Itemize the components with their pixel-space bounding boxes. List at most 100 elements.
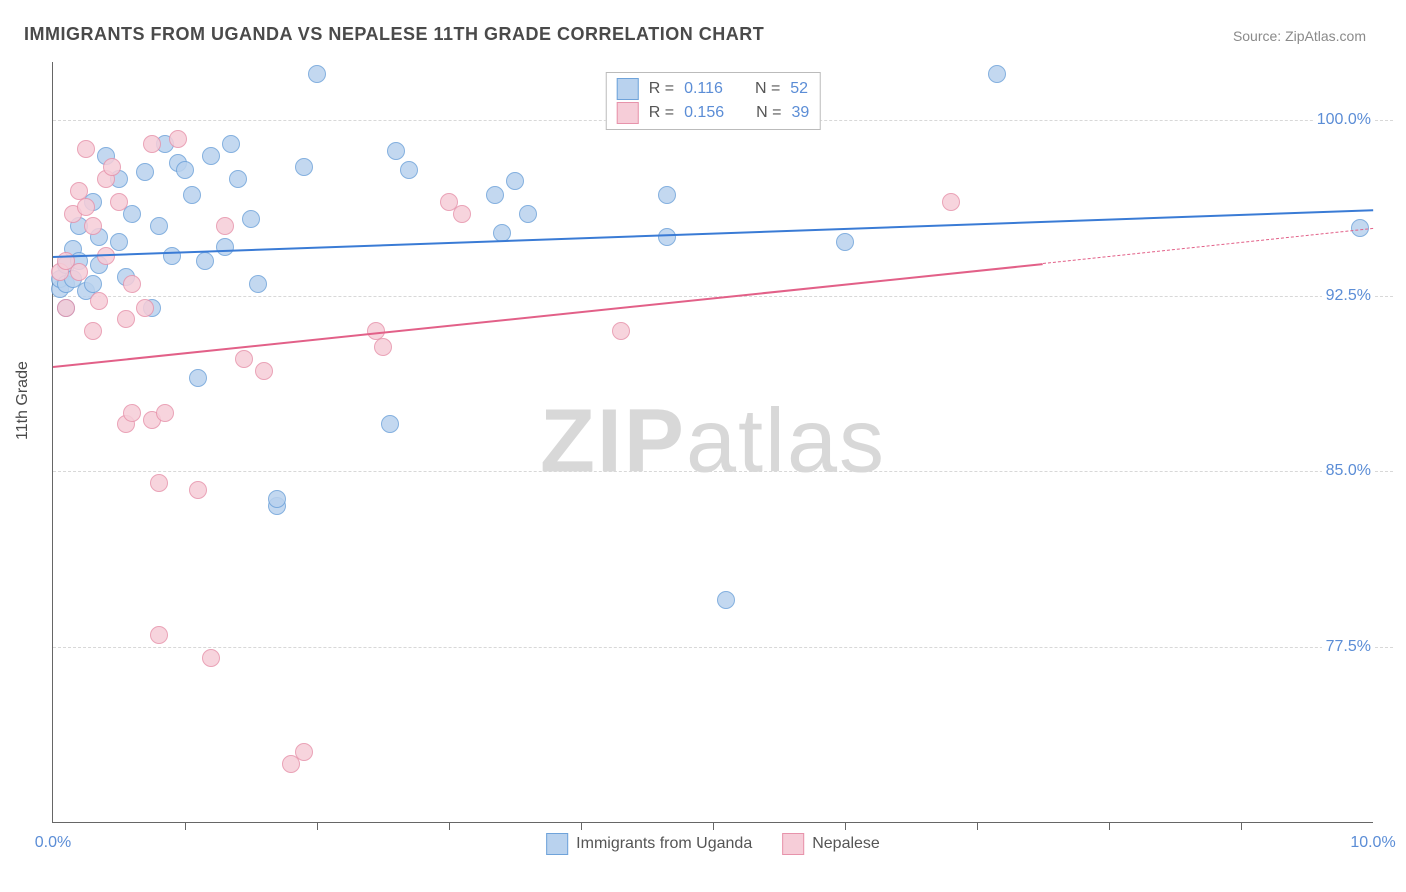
x-tick bbox=[1109, 822, 1110, 830]
data-point bbox=[90, 292, 108, 310]
data-point bbox=[123, 404, 141, 422]
data-point bbox=[70, 182, 88, 200]
data-point bbox=[229, 170, 247, 188]
gridline bbox=[53, 471, 1393, 472]
data-point bbox=[255, 362, 273, 380]
legend-r-value: 0.116 bbox=[684, 80, 723, 98]
x-tick bbox=[449, 822, 450, 830]
legend-swatch bbox=[782, 833, 804, 855]
data-point bbox=[216, 217, 234, 235]
data-point bbox=[942, 193, 960, 211]
data-point bbox=[400, 161, 418, 179]
chart-title: IMMIGRANTS FROM UGANDA VS NEPALESE 11TH … bbox=[24, 24, 764, 45]
data-point bbox=[163, 247, 181, 265]
data-point bbox=[506, 172, 524, 190]
legend-r-label: R = bbox=[649, 104, 674, 122]
data-point bbox=[136, 299, 154, 317]
data-point bbox=[295, 158, 313, 176]
watermark: ZIPatlas bbox=[540, 391, 886, 494]
data-point bbox=[836, 233, 854, 251]
legend-n-label: N = bbox=[755, 80, 780, 98]
legend-series: Immigrants from Uganda Nepalese bbox=[546, 833, 880, 855]
data-point bbox=[77, 140, 95, 158]
data-point bbox=[453, 205, 471, 223]
scatter-plot-area: ZIPatlas R =0.116N =52R =0.156N =39 Immi… bbox=[52, 62, 1373, 823]
source-attribution: Source: ZipAtlas.com bbox=[1233, 28, 1366, 44]
trend-line bbox=[1043, 228, 1373, 264]
data-point bbox=[103, 158, 121, 176]
source-link[interactable]: ZipAtlas.com bbox=[1285, 28, 1366, 44]
source-label: Source: bbox=[1233, 28, 1285, 44]
x-tick bbox=[713, 822, 714, 830]
data-point bbox=[658, 186, 676, 204]
data-point bbox=[189, 481, 207, 499]
legend-swatch bbox=[617, 78, 639, 100]
data-point bbox=[235, 350, 253, 368]
data-point bbox=[519, 205, 537, 223]
x-tick-label: 10.0% bbox=[1350, 834, 1395, 852]
data-point bbox=[183, 186, 201, 204]
data-point bbox=[169, 130, 187, 148]
legend-n-label: N = bbox=[756, 104, 781, 122]
x-tick bbox=[977, 822, 978, 830]
legend-row: R = 0.116 N = 52 bbox=[617, 77, 810, 101]
data-point bbox=[143, 135, 161, 153]
data-point bbox=[176, 161, 194, 179]
legend-swatch bbox=[617, 102, 639, 124]
gridline bbox=[53, 647, 1393, 648]
data-point bbox=[189, 369, 207, 387]
x-tick bbox=[1241, 822, 1242, 830]
x-tick bbox=[845, 822, 846, 830]
data-point bbox=[387, 142, 405, 160]
data-point bbox=[242, 210, 260, 228]
legend-label: Immigrants from Uganda bbox=[576, 835, 752, 853]
legend-label: Nepalese bbox=[812, 835, 880, 853]
y-tick-label: 85.0% bbox=[1322, 462, 1375, 480]
data-point bbox=[110, 193, 128, 211]
data-point bbox=[374, 338, 392, 356]
data-point bbox=[486, 186, 504, 204]
data-point bbox=[202, 649, 220, 667]
data-point bbox=[150, 217, 168, 235]
legend-swatch bbox=[546, 833, 568, 855]
data-point bbox=[110, 233, 128, 251]
data-point bbox=[202, 147, 220, 165]
data-point bbox=[381, 415, 399, 433]
legend-n-value: 52 bbox=[790, 80, 808, 98]
data-point bbox=[117, 310, 135, 328]
data-point bbox=[717, 591, 735, 609]
x-tick bbox=[317, 822, 318, 830]
x-tick-label: 0.0% bbox=[35, 834, 71, 852]
data-point bbox=[216, 238, 234, 256]
data-point bbox=[150, 626, 168, 644]
data-point bbox=[295, 743, 313, 761]
y-tick-label: 100.0% bbox=[1313, 111, 1375, 129]
data-point bbox=[612, 322, 630, 340]
data-point bbox=[84, 322, 102, 340]
data-point bbox=[84, 217, 102, 235]
legend-item: Nepalese bbox=[782, 833, 880, 855]
legend-row: R =0.156N =39 bbox=[617, 101, 810, 125]
watermark-bold: ZIP bbox=[540, 392, 686, 492]
y-tick-label: 92.5% bbox=[1322, 287, 1375, 305]
legend-item: Immigrants from Uganda bbox=[546, 833, 752, 855]
x-tick bbox=[581, 822, 582, 830]
legend-correlation-box: R =0.116N =52R =0.156N =39 bbox=[606, 72, 821, 130]
x-tick bbox=[185, 822, 186, 830]
data-point bbox=[150, 474, 168, 492]
legend-n-value: 39 bbox=[791, 104, 809, 122]
data-point bbox=[123, 275, 141, 293]
data-point bbox=[988, 65, 1006, 83]
watermark-rest: atlas bbox=[686, 392, 886, 492]
y-tick-label: 77.5% bbox=[1322, 638, 1375, 656]
data-point bbox=[156, 404, 174, 422]
data-point bbox=[308, 65, 326, 83]
data-point bbox=[136, 163, 154, 181]
data-point bbox=[658, 228, 676, 246]
y-axis-title: 11th Grade bbox=[14, 361, 32, 440]
data-point bbox=[222, 135, 240, 153]
legend-r-label: R = bbox=[649, 80, 674, 98]
data-point bbox=[249, 275, 267, 293]
trend-line bbox=[53, 263, 1043, 368]
data-point bbox=[57, 299, 75, 317]
